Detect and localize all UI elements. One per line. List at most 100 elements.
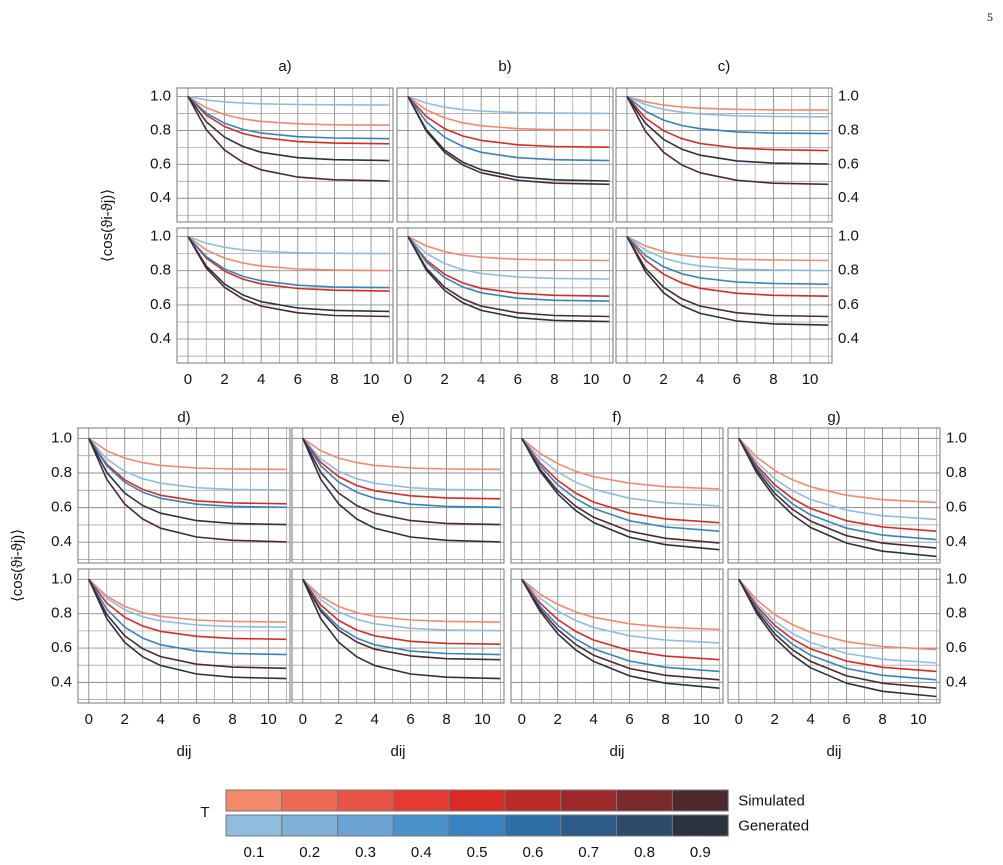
- series-line: [521, 578, 720, 644]
- x-tick-label: 4: [696, 371, 704, 388]
- panel-title: d): [177, 409, 190, 426]
- colorbar-cell: [392, 789, 450, 812]
- plot-area: [292, 428, 504, 563]
- series-line: [738, 437, 937, 532]
- y-tick-label: 1.0: [150, 87, 171, 104]
- series-line: [407, 236, 610, 318]
- plot-frame: [727, 427, 941, 564]
- x-tick-label: 2: [554, 711, 562, 728]
- series-line: [626, 235, 829, 285]
- series-line: [187, 235, 390, 255]
- plot-frame: [510, 568, 724, 704]
- x-tick-label: 2: [659, 371, 667, 388]
- series-line: [302, 578, 501, 645]
- plot-frame: [727, 568, 941, 704]
- y-axis-label: ⟨cos(ϑi-ϑj)⟩: [99, 189, 116, 262]
- series-line: [738, 578, 937, 651]
- x-tick-label: 10: [910, 711, 927, 728]
- x-tick-label: 6: [625, 711, 633, 728]
- y-tick-label: 0.6: [946, 639, 967, 656]
- series-line: [407, 96, 610, 162]
- plot-frame: [615, 227, 833, 364]
- colorbar-tick-label: 0.3: [355, 844, 376, 861]
- series-line: [738, 437, 937, 504]
- colorbar-cell: [337, 814, 394, 837]
- x-axis-label: dij: [609, 743, 624, 760]
- x-tick-label: 10: [802, 371, 819, 388]
- panel-title: g): [827, 409, 840, 426]
- plot-area: [511, 569, 723, 703]
- series-line: [88, 578, 287, 628]
- y-tick-label: 1.0: [946, 429, 967, 446]
- series-line: [521, 578, 720, 681]
- x-tick-label: 4: [589, 711, 597, 728]
- y-tick-label: 1.0: [946, 570, 967, 587]
- series-line: [626, 96, 829, 186]
- colorbar-cell: [448, 814, 506, 837]
- colorbar-cell: [281, 814, 339, 837]
- x-tick-label: 6: [192, 711, 200, 728]
- colorbar-tick-label: 0.6: [522, 844, 543, 861]
- series-line: [521, 437, 720, 507]
- series-line: [187, 95, 390, 126]
- series-line: [88, 438, 287, 526]
- series-line: [88, 437, 287, 491]
- x-tick-label: 0: [623, 371, 631, 388]
- series-line: [738, 578, 937, 673]
- colorbar-cell: [281, 789, 339, 812]
- series-line: [738, 578, 937, 664]
- series-line: [302, 578, 501, 656]
- colorbar-tick-label: 0.8: [634, 844, 655, 861]
- y-axis-label: ⟨cos(ϑi-ϑj)⟩: [9, 529, 26, 602]
- plot-frame: [615, 87, 833, 223]
- colorbar-cell: [448, 789, 506, 812]
- series-line: [521, 578, 720, 689]
- series-line: [187, 236, 390, 313]
- series-line: [302, 578, 501, 680]
- colorbar-cell: [504, 814, 562, 837]
- plot-frame: [291, 427, 505, 564]
- y-tick-label: 1.0: [51, 429, 72, 446]
- series-line: [88, 438, 287, 543]
- plot-area: [616, 88, 832, 222]
- series-line: [626, 236, 829, 318]
- series-line: [738, 578, 937, 698]
- series-line: [626, 95, 829, 135]
- series-line: [626, 95, 829, 152]
- x-tick-label: 6: [733, 371, 741, 388]
- series-line: [88, 578, 287, 680]
- series-line: [738, 578, 937, 681]
- x-axis-label: dij: [826, 743, 841, 760]
- plot-area: [177, 228, 393, 363]
- x-tick-label: 2: [335, 711, 343, 728]
- y-tick-label: 0.4: [150, 330, 171, 347]
- series-line: [187, 95, 390, 140]
- series-line: [302, 438, 501, 526]
- series-line: [407, 95, 610, 148]
- plot-area: [728, 569, 940, 703]
- colorbar-row-name: Generated: [738, 817, 809, 834]
- colorbar-cell: [616, 814, 673, 837]
- plot-area: [78, 428, 290, 563]
- series-line: [521, 578, 720, 631]
- series-line: [302, 437, 501, 491]
- series-line: [738, 578, 937, 689]
- series-line: [738, 437, 937, 521]
- x-axis-label: dij: [390, 743, 405, 760]
- series-line: [521, 437, 720, 490]
- x-tick-label: 10: [583, 371, 600, 388]
- series-line: [88, 437, 287, 505]
- colorbar-tick-label: 0.4: [411, 844, 432, 861]
- y-tick-label: 0.6: [150, 296, 171, 313]
- series-line: [738, 438, 937, 549]
- y-tick-label: 0.6: [838, 296, 859, 313]
- colorbar-label: T: [200, 804, 209, 821]
- x-tick-label: 4: [370, 711, 378, 728]
- y-tick-label: 0.8: [150, 121, 171, 138]
- plot-area: [728, 428, 940, 563]
- series-line: [88, 578, 287, 623]
- x-tick-label: 2: [440, 371, 448, 388]
- x-tick-label: 6: [294, 371, 302, 388]
- panel-title: e): [391, 409, 404, 426]
